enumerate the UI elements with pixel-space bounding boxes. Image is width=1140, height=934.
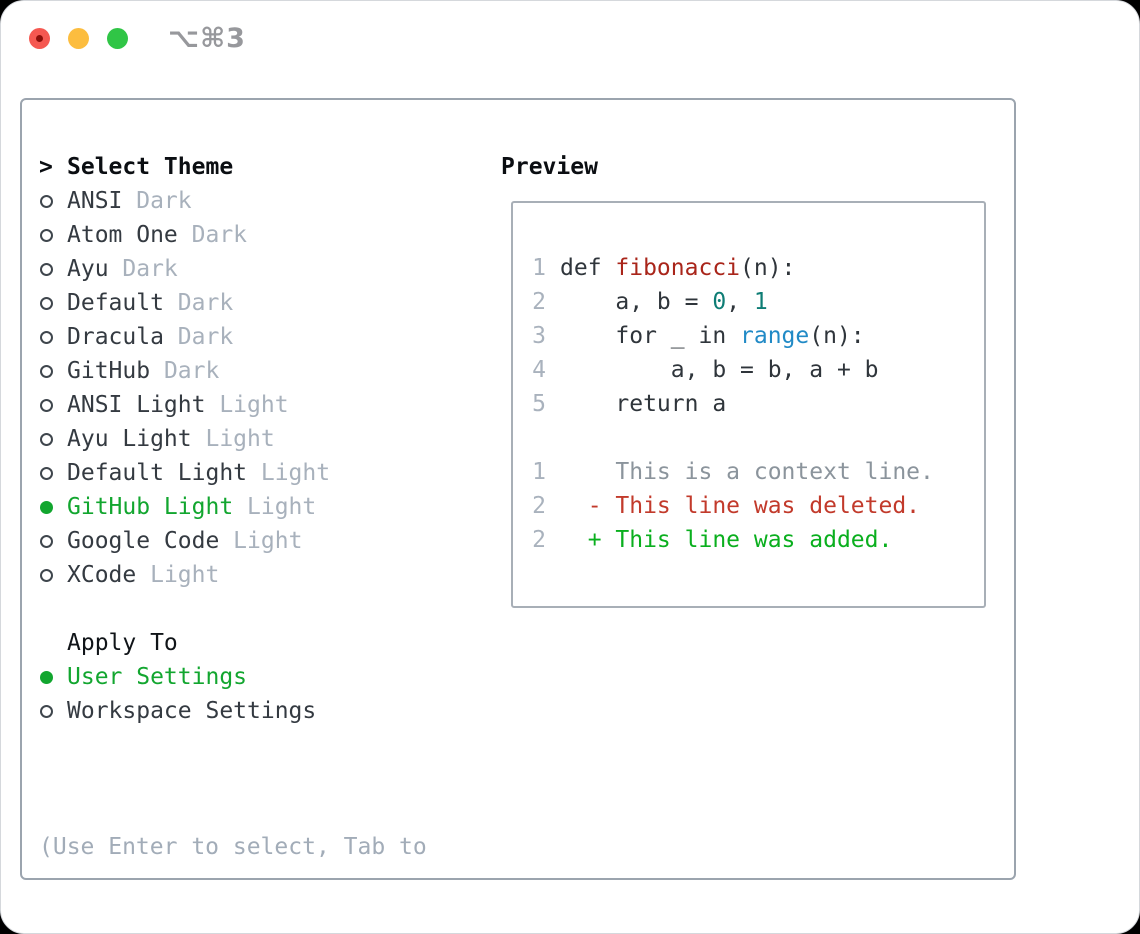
theme-option-google-code[interactable]: Google Code Light	[39, 524, 427, 558]
radio-unselected-icon	[40, 704, 53, 718]
radio-unselected-icon	[40, 466, 53, 480]
theme-variant-label: Dark	[177, 222, 248, 248]
theme-name: ANSI	[67, 188, 123, 214]
titlebar: ⌥⌘3	[1, 1, 1139, 75]
diff-line: 1 This is a context line.	[532, 459, 934, 485]
line-number: 2	[532, 527, 546, 553]
line-number: 2	[532, 493, 546, 519]
radio-unselected-icon	[40, 364, 53, 378]
theme-variant-label: Light	[136, 562, 220, 588]
theme-name: Atom One	[67, 222, 178, 248]
code-line: 5 return a	[532, 391, 727, 417]
theme-list: ANSI Dark Atom One Dark Ayu Dark Default Da…	[39, 184, 427, 592]
spacer	[39, 728, 427, 762]
theme-option-ansi-light[interactable]: ANSI Light Light	[39, 388, 427, 422]
theme-column: > Select Theme ANSI Dark Atom One Dark Ayu …	[39, 150, 427, 933]
code-line: 4 a, b = b, a + b	[532, 357, 879, 383]
radio-selected-icon	[40, 670, 53, 684]
theme-name: Ayu Light	[67, 426, 192, 452]
theme-variant-label: Dark	[163, 290, 234, 316]
theme-picker-panel: > Select Theme ANSI Dark Atom One Dark Ayu …	[20, 98, 1016, 880]
minimize-button[interactable]	[68, 28, 89, 49]
theme-name: XCode	[67, 562, 137, 588]
radio-unselected-icon	[40, 330, 53, 344]
zoom-button[interactable]	[107, 28, 128, 49]
theme-option-ansi[interactable]: ANSI Dark	[39, 184, 427, 218]
radio-unselected-icon	[40, 228, 53, 242]
apply-option-workspace-settings[interactable]: Workspace Settings	[39, 694, 427, 728]
radio-unselected-icon	[40, 262, 53, 276]
theme-option-default[interactable]: Default Dark	[39, 286, 427, 320]
line-number: 1	[532, 459, 546, 485]
theme-name: Dracula	[67, 324, 164, 350]
theme-name: Google Code	[67, 528, 220, 554]
theme-variant-label: Light	[219, 528, 303, 554]
theme-option-dracula[interactable]: Dracula Dark	[39, 320, 427, 354]
theme-variant-label: Dark	[163, 324, 234, 350]
theme-name: Default Light	[67, 460, 248, 486]
theme-option-xcode[interactable]: XCode Light	[39, 558, 427, 592]
theme-option-ayu[interactable]: Ayu Dark	[39, 252, 427, 286]
apply-option-label: Workspace Settings	[67, 698, 317, 724]
code-line: 2 a, b = 0, 1	[532, 289, 768, 315]
line-number: 4	[532, 357, 546, 383]
apply-to-list: User Settings Workspace Settings	[39, 660, 427, 728]
radio-unselected-icon	[40, 296, 53, 310]
help-text: (Use Enter to select, Tab to change focu…	[39, 762, 427, 933]
help-line-1: (Use Enter to select, Tab to	[39, 834, 427, 860]
select-theme-header: > Select Theme	[39, 150, 427, 184]
line-number: 1	[532, 255, 546, 281]
theme-name: Default	[67, 290, 164, 316]
window-title-shortcut: ⌥⌘3	[168, 23, 246, 54]
code-line: 3 for _ in range(n):	[532, 323, 865, 349]
radio-unselected-icon	[40, 534, 53, 548]
preview-box: 1 def fibonacci(n): 2 a, b = 0, 1 3 for _ i…	[511, 201, 986, 608]
theme-name: Ayu	[67, 256, 109, 282]
code-line: 1 def fibonacci(n):	[532, 255, 796, 281]
apply-option-user-settings[interactable]: User Settings	[39, 660, 427, 694]
theme-variant-label: Light	[191, 426, 275, 452]
theme-variant-label: Dark	[150, 358, 220, 384]
syntax-preview-lines: 1 def fibonacci(n): 2 a, b = 0, 1 3 for _ i…	[513, 251, 984, 421]
apply-to-title: Apply To	[67, 630, 178, 656]
diff-line: 2 + This line was added.	[532, 527, 893, 553]
radio-unselected-icon	[40, 432, 53, 446]
theme-option-github[interactable]: GitHub Dark	[39, 354, 427, 388]
diff-line: 2 - This line was deleted.	[532, 493, 921, 519]
theme-option-default-light[interactable]: Default Light Light	[39, 456, 427, 490]
theme-variant-label: Dark	[122, 188, 192, 214]
spacer	[39, 592, 427, 626]
theme-variant-label: Dark	[108, 256, 178, 282]
apply-to-header: Apply To	[39, 626, 427, 660]
prompt-caret: >	[39, 154, 53, 180]
theme-name: GitHub	[67, 358, 151, 384]
radio-unselected-icon	[40, 398, 53, 412]
theme-option-ayu-light[interactable]: Ayu Light Light	[39, 422, 427, 456]
theme-name: ANSI Light	[67, 392, 206, 418]
line-number: 5	[532, 391, 546, 417]
line-number: 3	[532, 323, 546, 349]
code-preview: 1 def fibonacci(n): 2 a, b = 0, 1 3 for _ i…	[513, 251, 984, 557]
unsaved-dot-icon	[36, 35, 43, 42]
theme-name: GitHub Light	[67, 494, 234, 520]
radio-unselected-icon	[40, 568, 53, 582]
preview-title: Preview	[501, 154, 598, 180]
radio-unselected-icon	[40, 194, 53, 208]
radio-selected-icon	[40, 500, 53, 514]
theme-variant-label: Light	[247, 460, 331, 486]
theme-variant-label: Light	[233, 494, 317, 520]
line-number: 2	[532, 289, 546, 315]
theme-option-github-light[interactable]: GitHub Light Light	[39, 490, 427, 524]
theme-variant-label: Light	[205, 392, 289, 418]
diff-preview-lines: 1 This is a context line. 2 - This line w…	[513, 455, 984, 557]
theme-option-atom-one[interactable]: Atom One Dark	[39, 218, 427, 252]
panel-title: Select Theme	[67, 154, 234, 180]
apply-option-label: User Settings	[67, 664, 248, 690]
close-button[interactable]	[29, 28, 50, 49]
